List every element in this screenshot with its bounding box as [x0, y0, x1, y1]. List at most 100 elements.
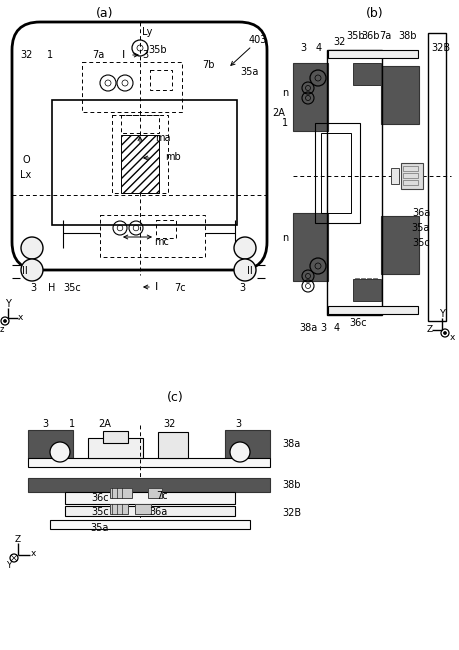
Text: 7a: 7a	[378, 31, 390, 41]
Bar	[372, 278, 376, 300]
Text: 3: 3	[238, 283, 245, 293]
Circle shape	[230, 442, 249, 462]
Text: 7c: 7c	[174, 283, 185, 293]
Circle shape	[442, 332, 446, 335]
Text: 32: 32	[163, 419, 176, 429]
Text: I: I	[122, 50, 125, 60]
Text: 35b: 35b	[346, 31, 364, 41]
Bar	[121, 135, 159, 193]
Text: 35a: 35a	[241, 67, 258, 77]
Text: 403: 403	[248, 35, 267, 45]
Text: 35c: 35c	[91, 507, 109, 517]
Text: II: II	[247, 266, 252, 276]
Bar	[427, 33, 445, 321]
Text: 3: 3	[30, 283, 36, 293]
Bar	[88, 438, 143, 458]
Bar	[402, 180, 417, 185]
Bar	[402, 173, 417, 178]
Bar	[380, 216, 418, 274]
Text: 3: 3	[319, 323, 325, 333]
Bar	[360, 278, 364, 300]
Text: 35a: 35a	[411, 223, 429, 233]
Text: Z: Z	[15, 534, 21, 543]
Text: 1: 1	[69, 419, 75, 429]
Bar	[352, 63, 380, 85]
Text: 38b: 38b	[398, 31, 416, 41]
Text: n: n	[281, 88, 287, 98]
Text: Z: Z	[426, 324, 432, 333]
Text: 4: 4	[315, 43, 321, 53]
Text: Y: Y	[6, 560, 11, 569]
Text: 35b: 35b	[148, 45, 167, 55]
Text: 32: 32	[21, 50, 33, 60]
Bar	[150, 70, 172, 90]
Bar	[112, 115, 168, 193]
Text: 32B: 32B	[281, 508, 301, 518]
Bar	[327, 50, 417, 58]
Text: (b): (b)	[365, 6, 383, 20]
Text: 36c: 36c	[91, 493, 109, 503]
Bar	[28, 430, 73, 458]
Text: O: O	[22, 155, 30, 165]
Text: x: x	[448, 333, 453, 341]
Text: 36c: 36c	[348, 318, 366, 328]
Text: x: x	[17, 313, 22, 322]
Text: 35c: 35c	[411, 238, 429, 248]
Bar	[380, 66, 418, 124]
Circle shape	[234, 259, 256, 281]
Circle shape	[234, 237, 256, 259]
Bar	[390, 168, 398, 184]
Text: I: I	[155, 282, 158, 292]
Bar	[157, 432, 188, 458]
Bar	[366, 278, 370, 300]
Bar	[354, 63, 358, 85]
Bar	[372, 63, 376, 85]
Text: 2A: 2A	[98, 419, 111, 429]
Bar	[65, 492, 235, 504]
Text: ma: ma	[155, 133, 170, 143]
Bar	[100, 215, 205, 257]
Text: mc: mc	[154, 237, 169, 247]
Bar	[28, 478, 269, 492]
Text: Lx: Lx	[20, 170, 32, 180]
Text: n: n	[281, 233, 287, 243]
Text: 3: 3	[235, 419, 241, 429]
Bar	[110, 488, 132, 498]
Text: 38a: 38a	[298, 323, 316, 333]
Text: 1: 1	[281, 118, 287, 128]
Text: 3: 3	[142, 50, 148, 60]
Text: Y: Y	[438, 309, 444, 319]
Text: mb: mb	[165, 152, 180, 162]
Text: 36a: 36a	[149, 507, 167, 517]
Text: (a): (a)	[96, 6, 113, 20]
Bar	[360, 63, 364, 85]
Text: 3: 3	[299, 43, 305, 53]
Text: 36a: 36a	[411, 208, 429, 218]
Bar	[121, 115, 159, 133]
Text: 32B: 32B	[431, 43, 449, 53]
Bar	[134, 504, 151, 514]
Text: II: II	[22, 266, 28, 276]
Text: 1: 1	[47, 50, 53, 60]
Bar	[320, 133, 350, 213]
Circle shape	[21, 237, 43, 259]
Bar	[110, 504, 128, 514]
Bar	[156, 220, 176, 238]
Bar	[50, 520, 249, 529]
Text: Y: Y	[5, 299, 11, 309]
Bar	[352, 279, 380, 301]
Text: z: z	[0, 324, 4, 333]
Bar	[28, 458, 269, 467]
Text: 36b: 36b	[361, 31, 380, 41]
Text: x: x	[30, 549, 36, 558]
Text: 3: 3	[42, 419, 48, 429]
Bar	[224, 430, 269, 458]
Text: 2A: 2A	[272, 108, 285, 118]
Text: 35c: 35c	[63, 283, 81, 293]
Bar	[402, 166, 417, 171]
Text: H: H	[48, 283, 56, 293]
Bar	[52, 100, 236, 225]
Text: 32: 32	[333, 37, 346, 47]
Bar	[326, 50, 381, 315]
Text: Ly: Ly	[141, 27, 152, 37]
